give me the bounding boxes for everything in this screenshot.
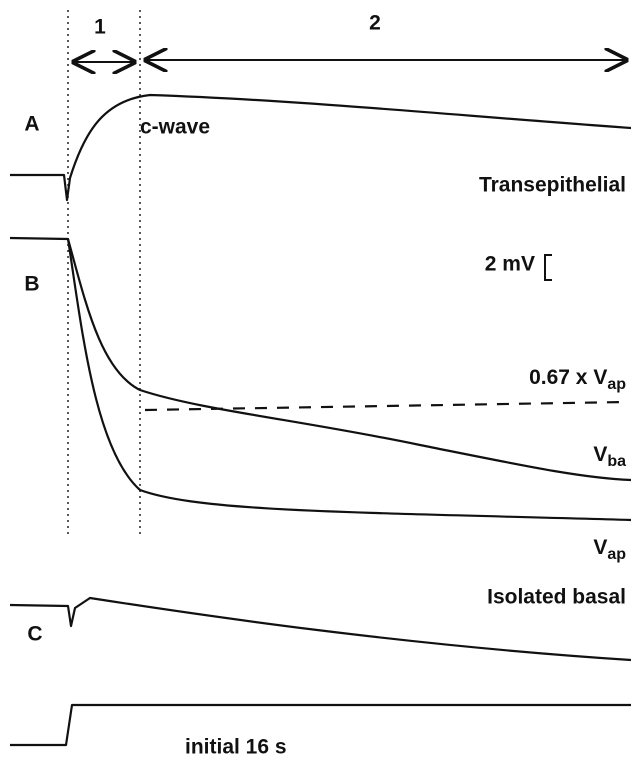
trace-label: 0.67 x Vap xyxy=(529,366,626,394)
trace-label: Vap xyxy=(593,536,626,564)
scale-label: 2 mV xyxy=(485,253,535,276)
label-sub: ap xyxy=(607,546,626,563)
panel-label: A xyxy=(24,113,39,136)
trace-label: Vba xyxy=(593,443,626,471)
trace-vap xyxy=(66,238,631,522)
label-main: V xyxy=(593,443,607,466)
trace-c xyxy=(9,596,631,662)
panel-label: C xyxy=(27,623,42,646)
scale-bar xyxy=(544,254,552,281)
trace-scaled-vap xyxy=(144,400,627,412)
label-sub: ba xyxy=(607,453,626,470)
phase-label: 1 xyxy=(94,16,106,39)
stimulus-trace xyxy=(10,703,631,747)
annotation: c-wave xyxy=(140,116,210,139)
label-sub: ap xyxy=(607,376,626,393)
phase-label: 2 xyxy=(369,12,381,35)
trace-a xyxy=(10,93,631,202)
trace-vba xyxy=(9,236,631,482)
stimulus-label: initial 16 s xyxy=(185,736,287,759)
panel-label: B xyxy=(24,273,39,296)
trace-label: Transepithelial xyxy=(479,174,626,197)
label-main: 0.67 x V xyxy=(529,366,607,389)
label-main: V xyxy=(593,536,607,559)
trace-label: Isolated basal xyxy=(487,586,626,609)
